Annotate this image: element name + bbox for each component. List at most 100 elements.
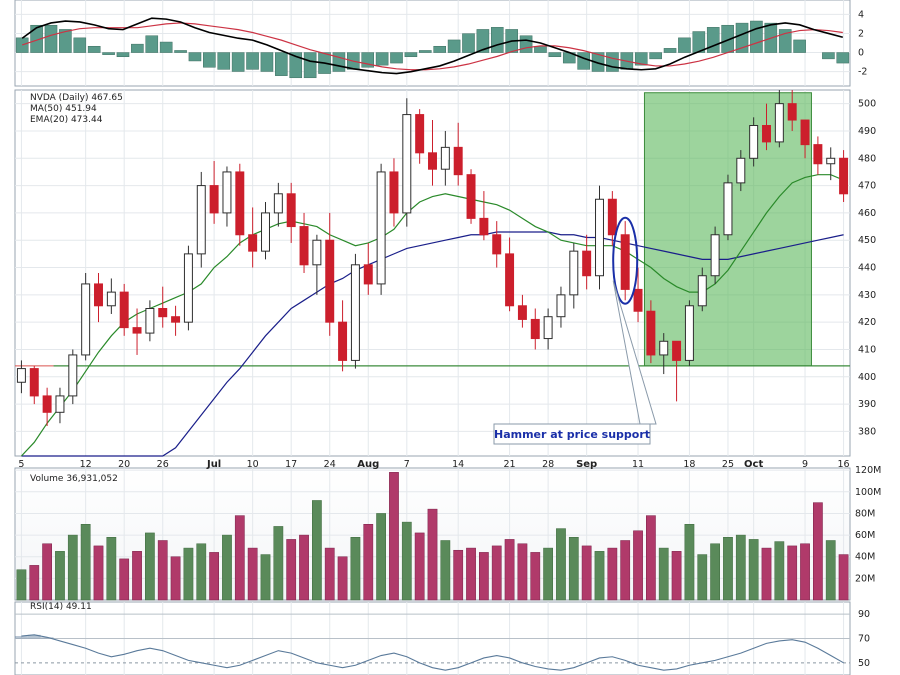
price-tick-label: 500 <box>858 99 876 110</box>
x-tick-label: 21 <box>504 459 516 470</box>
x-tick-label: 25 <box>722 459 734 470</box>
macd-histogram-bar <box>174 50 187 53</box>
macd-histogram-bar <box>404 52 418 58</box>
volume-bar <box>581 545 592 601</box>
volume-bar <box>646 515 656 601</box>
macd-tick-label: -2 <box>858 67 867 78</box>
macd-histogram-bar <box>203 52 216 68</box>
macd-histogram-bar <box>534 45 547 53</box>
macd-histogram-bar <box>231 52 245 72</box>
candle-body <box>106 291 116 307</box>
volume-bar <box>196 543 207 601</box>
candle-body <box>389 171 399 214</box>
volume-bar <box>556 528 566 601</box>
x-tick-label: 26 <box>157 459 169 470</box>
candle-body <box>68 354 78 397</box>
candle-body <box>55 395 65 413</box>
volume-bar <box>620 540 631 601</box>
candle-body <box>248 234 258 252</box>
volume-bar <box>273 526 284 601</box>
macd-histogram-bar <box>275 52 288 76</box>
candle-body <box>556 294 566 318</box>
volume-bar <box>93 545 104 601</box>
candle-body <box>543 316 553 340</box>
volume-bar <box>247 547 258 601</box>
candle-body <box>723 182 733 236</box>
volume-bar <box>157 540 168 601</box>
annotation-box <box>493 423 651 445</box>
macd-histogram-bar <box>30 24 43 53</box>
macd-histogram-bar <box>433 45 446 53</box>
candle-body <box>633 288 643 312</box>
candle-body <box>81 283 91 356</box>
candle-body <box>453 146 463 176</box>
volume-tick-label: 80M <box>855 508 875 519</box>
ma50-legend: MA(50) 451.94 <box>30 104 97 114</box>
macd-histogram-bar <box>476 29 490 53</box>
macd-histogram-bar <box>548 52 562 58</box>
macd-panel-frame <box>14 0 851 87</box>
macd-histogram-bar <box>332 52 346 72</box>
price-panel-frame <box>14 89 851 457</box>
volume-bar <box>453 549 464 601</box>
macd-histogram-bar <box>44 24 58 53</box>
candle-body <box>826 157 836 165</box>
rsi-overbought-fill <box>40 637 54 639</box>
x-tick-label: 20 <box>118 459 130 470</box>
candle-body <box>363 264 373 285</box>
volume-bar <box>607 547 618 601</box>
volume-bar <box>16 569 27 601</box>
macd-histogram-bar <box>591 52 605 72</box>
candle-body <box>222 171 232 214</box>
candle-body <box>813 144 823 165</box>
volume-bar <box>401 521 412 601</box>
volume-bar <box>222 534 232 601</box>
volume-bar <box>234 515 245 601</box>
volume-bar <box>543 547 553 601</box>
volume-bar <box>350 536 361 601</box>
volume-bar <box>42 543 52 601</box>
macd-histogram-bar <box>419 50 432 53</box>
volume-bar <box>748 539 759 601</box>
candle-body <box>736 157 746 184</box>
macd-histogram-bar <box>836 52 850 64</box>
candle-body <box>325 239 335 323</box>
price-tick-label: 390 <box>858 399 876 410</box>
candle-body <box>839 157 849 195</box>
macd-histogram-bar <box>116 52 130 58</box>
rsi-line <box>21 634 844 671</box>
candle-body <box>402 114 412 214</box>
ema20-legend: EMA(20) 473.44 <box>30 115 103 125</box>
x-tick-label: 18 <box>683 459 695 470</box>
candle-body <box>710 234 720 277</box>
macd-histogram-bar <box>145 35 159 53</box>
candle-body <box>338 321 348 361</box>
macd-histogram-bar <box>490 27 504 53</box>
candle-body <box>466 174 476 219</box>
macd-histogram-bar <box>577 52 590 70</box>
annotation-text: Hammer at price support <box>494 428 650 441</box>
x-tick-label: Jul <box>206 459 221 470</box>
volume-bar <box>145 532 155 601</box>
candle-body <box>196 185 206 255</box>
macd-histogram-bar <box>375 52 389 66</box>
macd-histogram-bar <box>692 31 706 53</box>
rsi-tick-label: 50 <box>858 658 870 669</box>
macd-histogram-bar <box>131 43 144 53</box>
volume-bar <box>710 543 720 601</box>
volume-tick-label: 120M <box>855 465 881 476</box>
price-tick-label: 380 <box>858 426 876 437</box>
macd-histogram-bar <box>706 27 720 53</box>
candle-body <box>646 310 656 356</box>
candle-body <box>42 395 52 413</box>
volume-bar <box>260 554 271 601</box>
candle-body <box>684 305 694 361</box>
macd-histogram-bar <box>15 37 29 53</box>
candle-body <box>595 198 604 277</box>
macd-histogram-bar <box>260 52 274 72</box>
volume-bar <box>106 536 117 601</box>
volume-bar <box>491 545 502 601</box>
macd-histogram-bar <box>159 41 173 53</box>
volume-bar <box>568 536 579 601</box>
